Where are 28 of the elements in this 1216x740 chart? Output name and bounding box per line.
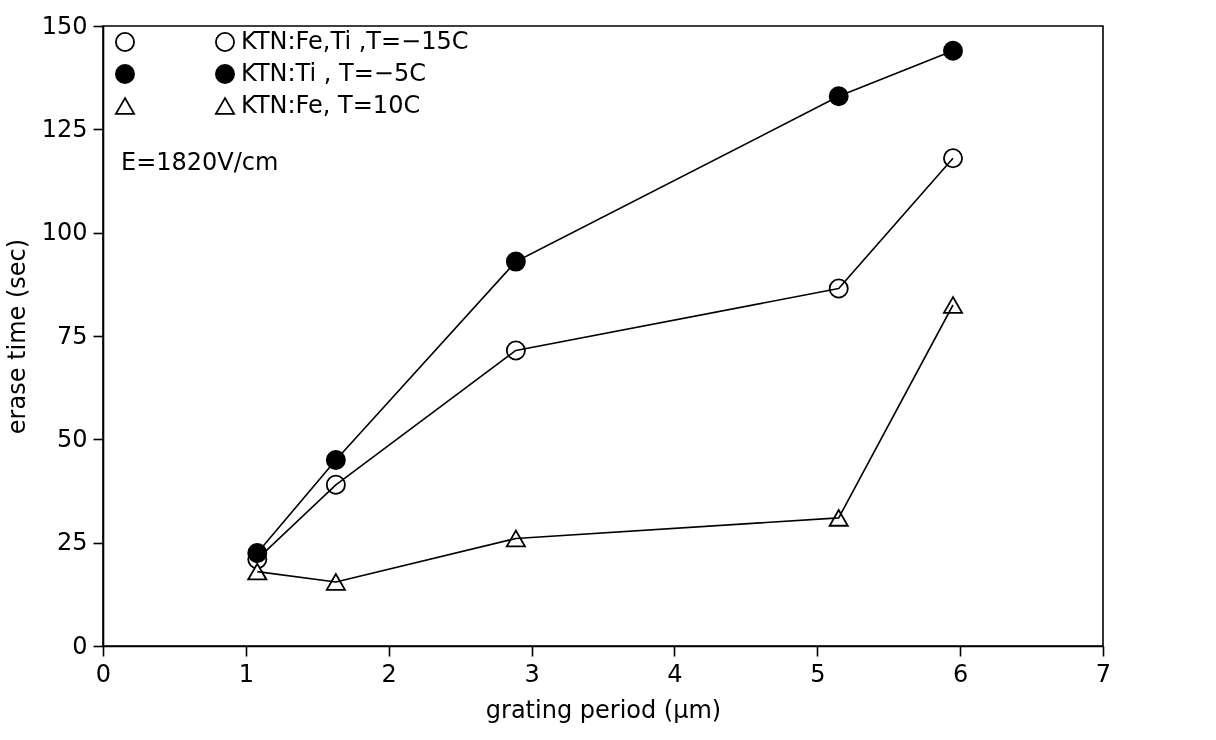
point <box>943 296 963 314</box>
x-tick-label: 7 <box>1095 659 1112 688</box>
y-tick-label: 125 <box>41 114 88 143</box>
legend-label: KTN:Fe, T=10C <box>241 91 421 119</box>
y-tick-label: 0 <box>72 631 88 660</box>
point <box>247 562 268 581</box>
point <box>943 148 963 169</box>
x-tick-label: 0 <box>95 659 112 688</box>
y-tick-label: 25 <box>56 528 88 557</box>
x-tick-label: 1 <box>238 659 254 688</box>
legend-label: KTN:Fe,Ti ,T=−15C <box>241 27 469 55</box>
annotation: E=1820V/cm <box>121 148 279 176</box>
x-tick-label: 3 <box>524 659 540 688</box>
point <box>505 529 526 548</box>
y-tick-label: 100 <box>41 218 88 247</box>
x-tick-label: 2 <box>381 659 397 688</box>
legend-label: KTN:Ti , T=−5C <box>241 59 426 87</box>
point <box>943 40 963 61</box>
x-tick-label: 4 <box>667 659 683 688</box>
y-tick-label: 75 <box>56 321 88 350</box>
point <box>325 573 346 591</box>
x-tick-label: 6 <box>953 659 969 688</box>
y-tick-label: 50 <box>56 424 88 453</box>
y-axis-title: erase time (sec) <box>2 238 31 435</box>
point <box>325 450 346 470</box>
x-axis-title: grating period (μm) <box>485 695 722 724</box>
x-tick-label: 5 <box>810 659 826 688</box>
y-tick-label: 150 <box>41 11 88 40</box>
